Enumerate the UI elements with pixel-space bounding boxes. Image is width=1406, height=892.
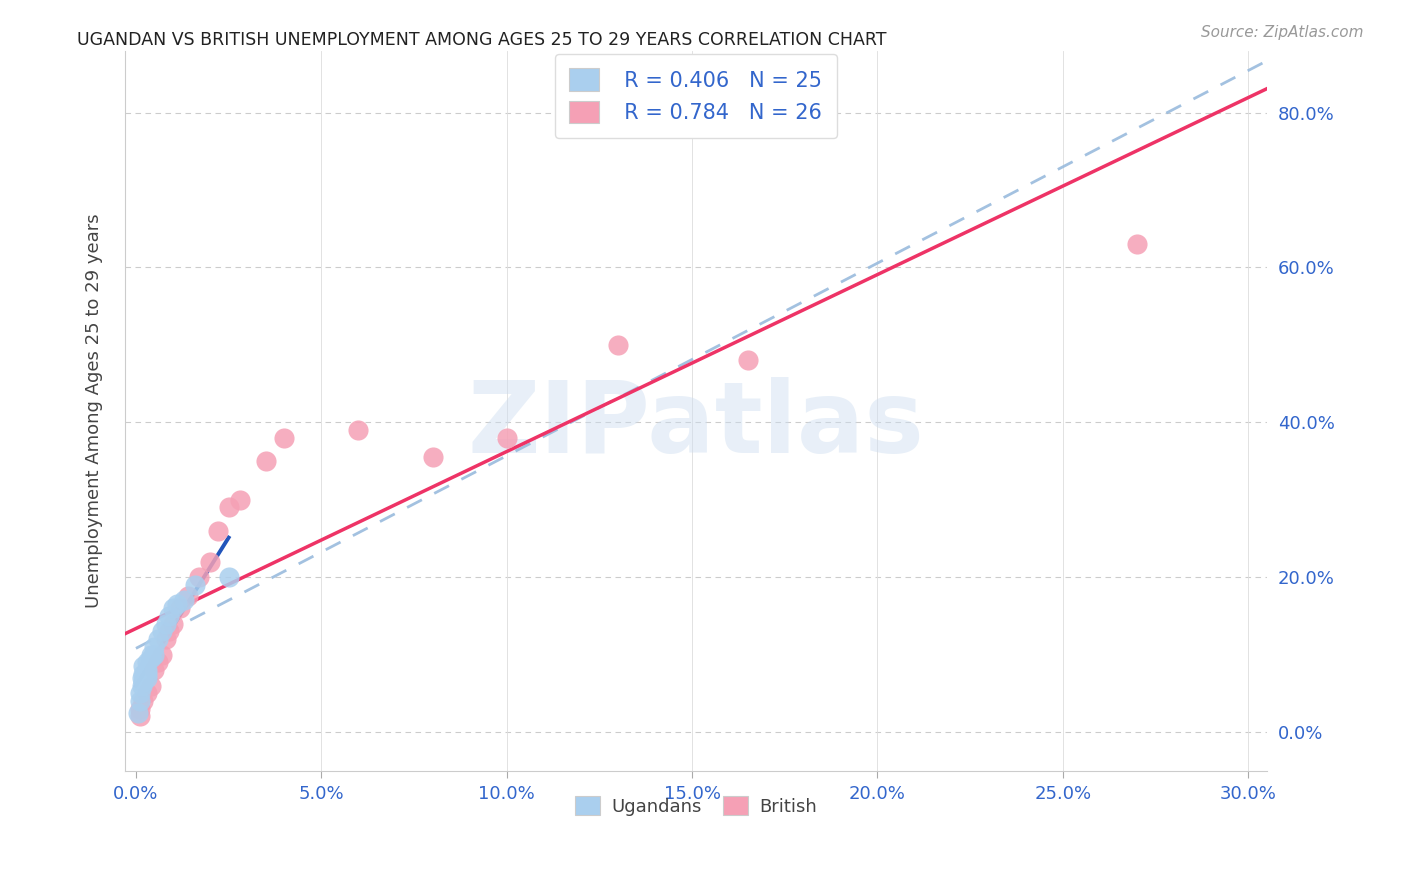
Point: [422, 450, 444, 464]
Point: [132, 694, 155, 708]
Point: [132, 667, 155, 681]
Point: [1126, 237, 1149, 252]
Point: [198, 555, 221, 569]
Point: [218, 500, 240, 515]
Point: [157, 608, 180, 623]
Point: [136, 655, 159, 669]
Point: [139, 679, 162, 693]
Point: [150, 624, 173, 639]
Point: [155, 616, 177, 631]
Point: [128, 709, 150, 723]
Point: [139, 648, 162, 662]
Text: ZIPatlas: ZIPatlas: [467, 376, 924, 474]
Point: [162, 616, 184, 631]
Point: [148, 632, 170, 646]
Point: [169, 601, 191, 615]
Point: [128, 702, 150, 716]
Point: [128, 686, 150, 700]
Text: UGANDAN VS BRITISH UNEMPLOYMENT AMONG AGES 25 TO 29 YEARS CORRELATION CHART: UGANDAN VS BRITISH UNEMPLOYMENT AMONG AG…: [77, 31, 887, 49]
Point: [347, 423, 370, 437]
Y-axis label: Unemployment Among Ages 25 to 29 years: Unemployment Among Ages 25 to 29 years: [86, 213, 103, 608]
Point: [188, 570, 211, 584]
Point: [273, 431, 295, 445]
Point: [166, 597, 188, 611]
Point: [184, 578, 207, 592]
Point: [127, 706, 149, 720]
Point: [207, 524, 229, 538]
Point: [139, 651, 162, 665]
Point: [162, 601, 184, 615]
Point: [229, 492, 252, 507]
Point: [143, 663, 166, 677]
Point: [136, 686, 159, 700]
Point: [173, 593, 195, 607]
Point: [131, 671, 153, 685]
Point: [150, 648, 173, 662]
Point: [495, 431, 517, 445]
Point: [131, 679, 153, 693]
Point: [143, 640, 166, 654]
Point: [148, 655, 170, 669]
Point: [155, 632, 177, 646]
Point: [136, 663, 159, 677]
Point: [132, 674, 155, 689]
Point: [132, 659, 155, 673]
Point: [254, 454, 277, 468]
Legend: Ugandans, British: Ugandans, British: [564, 785, 828, 827]
Point: [128, 694, 150, 708]
Point: [218, 570, 240, 584]
Point: [177, 590, 200, 604]
Point: [136, 671, 159, 685]
Point: [136, 667, 159, 681]
Text: Source: ZipAtlas.com: Source: ZipAtlas.com: [1201, 25, 1364, 40]
Point: [737, 353, 759, 368]
Point: [607, 338, 630, 352]
Point: [157, 624, 180, 639]
Point: [143, 648, 166, 662]
